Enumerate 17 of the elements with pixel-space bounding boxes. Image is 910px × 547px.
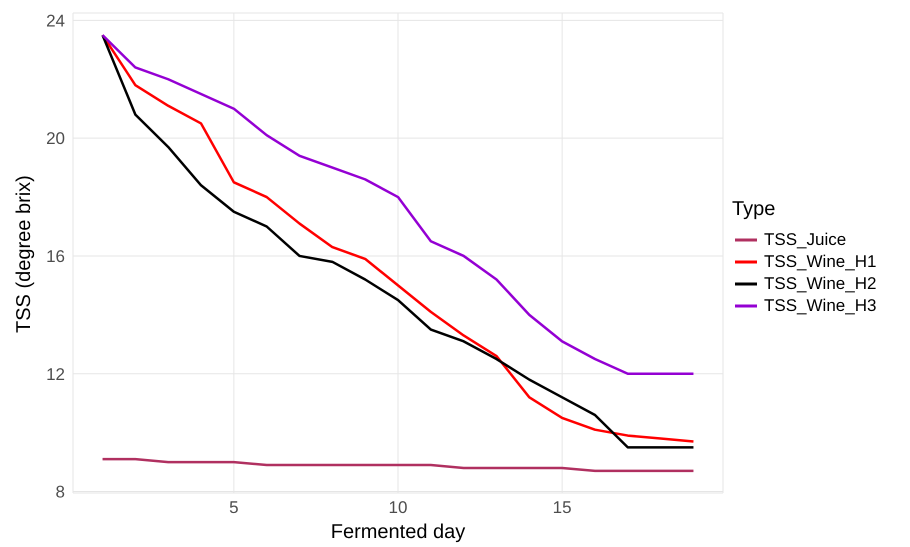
y-tick-label: 8 bbox=[56, 482, 65, 502]
legend-label: TSS_Wine_H2 bbox=[764, 274, 876, 294]
legend-label: TSS_Juice bbox=[764, 230, 846, 250]
y-axis-title: TSS (degree brix) bbox=[13, 175, 36, 333]
legend-label: TSS_Wine_H3 bbox=[764, 296, 876, 316]
legend-label: TSS_Wine_H1 bbox=[764, 252, 876, 272]
line-series bbox=[101, 34, 695, 375]
x-axis-title: Fermented day bbox=[330, 521, 466, 543]
y-tick-label: 16 bbox=[46, 246, 65, 266]
legend-title: Type bbox=[732, 198, 776, 221]
x-tick-label: 5 bbox=[229, 498, 239, 518]
x-tick-label: 15 bbox=[552, 498, 572, 518]
y-tick-label: 20 bbox=[46, 129, 65, 148]
y-tick-label: 12 bbox=[46, 364, 65, 384]
line-series bbox=[101, 458, 695, 472]
x-tick-label: 10 bbox=[388, 498, 408, 518]
y-tick-label: 24 bbox=[46, 11, 65, 30]
